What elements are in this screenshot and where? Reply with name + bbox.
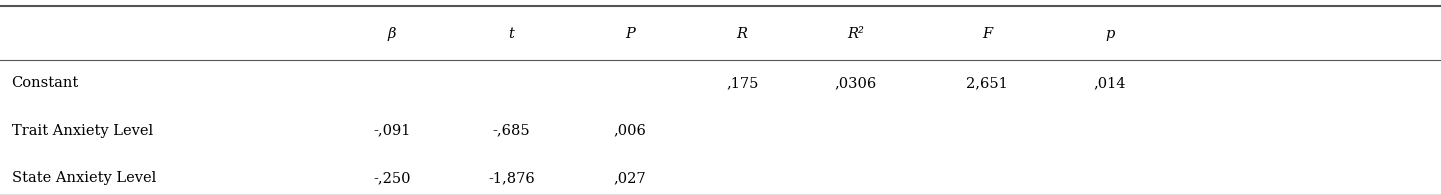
Text: -,250: -,250 [373, 171, 411, 185]
Text: ,027: ,027 [614, 171, 646, 185]
Text: p: p [1105, 27, 1114, 41]
Text: -,091: -,091 [373, 124, 411, 138]
Text: ,0306: ,0306 [834, 76, 878, 90]
Text: β: β [388, 27, 396, 41]
Text: Constant: Constant [12, 76, 79, 90]
Text: 2,651: 2,651 [967, 76, 1007, 90]
Text: R²: R² [847, 27, 865, 41]
Text: -,685: -,685 [493, 124, 530, 138]
Text: F: F [981, 27, 993, 41]
Text: R: R [736, 27, 748, 41]
Text: ,014: ,014 [1094, 76, 1125, 90]
Text: P: P [625, 27, 634, 41]
Text: State Anxiety Level: State Anxiety Level [12, 171, 156, 185]
Text: ,006: ,006 [614, 124, 646, 138]
Text: ,175: ,175 [726, 76, 758, 90]
Text: Trait Anxiety Level: Trait Anxiety Level [12, 124, 153, 138]
Text: t: t [509, 27, 514, 41]
Text: -1,876: -1,876 [488, 171, 535, 185]
